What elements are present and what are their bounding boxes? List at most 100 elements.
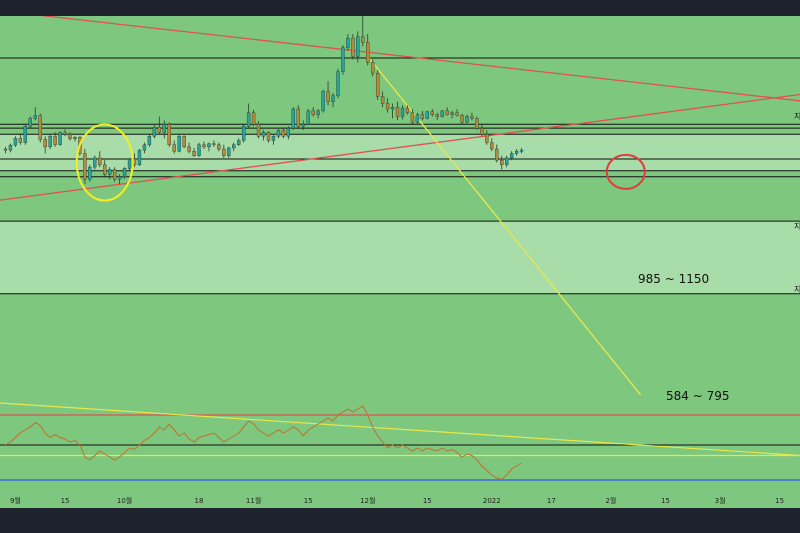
candle-body [341,47,345,72]
candle-body [23,125,28,143]
zone-band [0,134,800,171]
candle-body [346,37,350,48]
candle-body [500,159,504,166]
candle-body [306,110,310,125]
candle-body [53,136,57,145]
candle-body [73,137,77,139]
candle-body [425,111,429,119]
candle-body [455,112,459,116]
candle-body [246,112,251,127]
candle-body [470,116,474,119]
candle-body [505,157,509,166]
candle-body [311,110,315,115]
candle-body [256,124,261,137]
annotations [75,123,646,202]
candle-body [13,138,18,146]
candle-body [460,115,464,123]
candle-body [371,62,375,74]
x-tick-label: 17 [547,497,556,505]
candle-body [227,147,231,156]
candle-body [63,132,67,135]
candle-body [28,118,32,127]
candle-body [356,36,360,57]
zone-band [0,221,800,294]
candle-body [88,166,92,180]
candle-body [251,112,256,125]
candle-body [43,139,47,148]
candle-body [68,134,72,139]
x-tick-label: 11월 [246,496,261,505]
x-tick-label: 15 [61,497,70,505]
x-tick-label: 18 [195,497,204,505]
x-tick-label: 9월 [10,496,21,505]
candle-body [321,91,325,112]
x-tick-label: 2월 [605,496,616,505]
candle-body [117,176,122,180]
candle-body [157,126,162,133]
candle-body [390,106,395,110]
candle-body [127,158,132,169]
candle-body [514,151,519,154]
candle-body [18,138,23,143]
candle-body [336,71,340,96]
candle-body [485,134,489,143]
candle-body [3,148,8,151]
candle-body [410,112,415,123]
zone-label-lower: 584 ~ 795 [666,389,730,403]
candle-body [147,136,152,145]
top-frame [0,0,800,16]
candle-body [366,41,370,63]
candle-body [415,114,420,123]
candle-body [241,125,246,141]
candle-body [405,107,410,113]
candle-body [187,146,191,152]
candles [3,16,524,185]
candle-body [331,95,335,102]
candle-body [197,144,201,156]
x-tick-label: 15 [775,497,784,505]
candle-body [172,144,176,152]
candle-body [261,131,266,137]
right-edge-label-2: 지 [794,222,800,231]
candle-body [167,124,171,145]
candle-body [385,103,390,110]
candle-body [8,144,13,151]
candle-body [207,143,211,148]
candle-body [519,149,524,152]
right-edge-label-3: 지 [794,285,800,294]
candle-body [137,149,142,166]
candle-body [237,140,241,145]
bottom-frame [0,508,800,533]
oscillator-line [5,405,522,481]
right-edge-label-1: 지 [794,112,800,121]
candle-body [98,157,102,166]
price-zones [0,133,800,295]
candle-body [316,110,320,115]
candle-body [38,115,42,140]
candle-body [509,153,514,159]
candle-body [465,116,469,123]
candle-body [400,107,405,117]
zone-label-upper: 985 ~ 1150 [638,272,709,286]
candle-body [222,148,226,156]
candle-body [58,132,62,145]
x-axis: 9월 15 10월 18 11월 15 12월 15 2022 17 2월 15 3월 15 [10,496,784,505]
oscillator-trendline [0,402,800,457]
candle-body [108,169,112,175]
candle-body [93,157,97,168]
candle-body [435,114,439,117]
candle-body [291,108,295,129]
candle-body [48,136,52,148]
candle-body [122,168,127,177]
candle-body [232,144,236,149]
candle-body [445,110,449,115]
candle-body [380,96,385,104]
candle-body [430,111,434,115]
candle-body [495,148,499,161]
red-circle-annotation [605,153,646,190]
x-tick-label: 3월 [715,496,726,505]
candle-body [162,124,166,133]
candle-body [420,114,425,119]
candle-body [296,108,300,127]
